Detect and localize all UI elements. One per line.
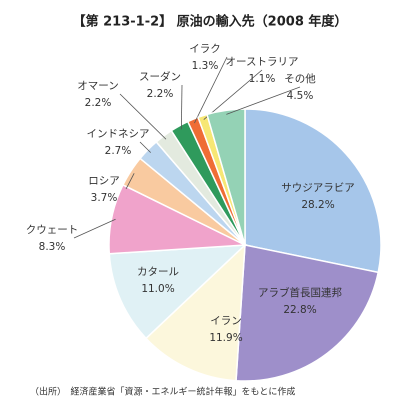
slice-label: ロシア <box>88 175 120 187</box>
slice-label: イラク <box>189 43 221 55</box>
leader-line <box>180 84 183 130</box>
value-label: 2.2% <box>147 88 174 100</box>
pie-slice <box>235 244 380 382</box>
value-label: 28.2% <box>301 199 334 211</box>
leader-line <box>139 141 151 153</box>
slice-label: カタール <box>137 266 179 278</box>
chart-title: 【第 213-1-2】 原油の輸入先（2008 年度） <box>73 14 348 30</box>
value-label: 2.7% <box>105 145 132 157</box>
slice-label: サウジアラビア <box>281 182 355 194</box>
pie-slice <box>145 243 246 382</box>
slice-label: インドネシア <box>87 128 150 140</box>
pie-slice <box>244 108 382 274</box>
leader-line <box>203 69 263 120</box>
leader-line <box>73 218 116 239</box>
leader-line <box>125 173 135 190</box>
value-label: 11.9% <box>209 332 242 344</box>
leader-line <box>119 93 167 140</box>
slice-label: スーダン <box>139 70 181 83</box>
slice-label: アラブ首長国連邦 <box>258 286 342 299</box>
slice-label: イラン <box>210 315 242 327</box>
value-label: 1.3% <box>192 60 219 72</box>
slice-label: オマーン <box>77 80 118 92</box>
value-label: 2.2% <box>85 97 112 109</box>
pie-slice <box>206 108 246 246</box>
value-label: 3.7% <box>91 192 118 204</box>
value-label: 11.0% <box>141 283 174 295</box>
source-note: （出所） 経済産業省「資源・エネルギー統計年報」をもとに作成 <box>30 386 295 398</box>
leader-line <box>226 86 301 115</box>
value-label: 4.5% <box>287 90 314 102</box>
leader-line <box>194 56 228 124</box>
slice-label: クウェート <box>26 224 79 236</box>
value-label: 1.1% <box>249 73 276 85</box>
slice-label: オーストラリア <box>226 56 299 68</box>
value-label: 8.3% <box>39 241 66 253</box>
value-label: 22.8% <box>283 304 316 316</box>
slice-label: その他 <box>284 72 316 85</box>
pie-slice <box>108 244 248 340</box>
